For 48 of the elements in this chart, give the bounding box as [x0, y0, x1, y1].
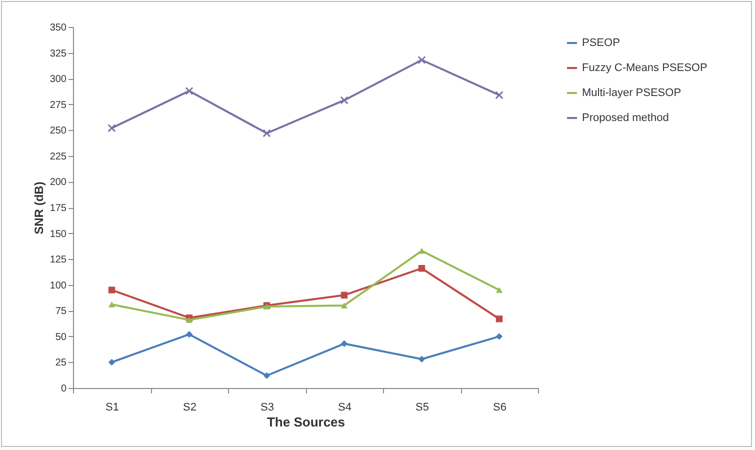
point: [496, 333, 503, 340]
x-tick-label: S2: [183, 402, 196, 414]
x-tick-label: S1: [106, 402, 119, 414]
y-tick-label: 175: [50, 203, 67, 214]
point: [340, 292, 348, 299]
y-tick-label: 275: [50, 100, 67, 111]
y-tick-label: 350: [50, 22, 67, 34]
y-tick-label: 100: [50, 280, 67, 292]
x-tick-label: S4: [338, 402, 352, 414]
y-tick-label: 50: [55, 332, 67, 343]
y-tick-label: 150: [50, 228, 67, 240]
y-tick-label: 200: [50, 177, 67, 188]
point: [108, 124, 116, 132]
y-tick-label: 25: [55, 358, 67, 369]
x-tick-label: S3: [260, 402, 274, 414]
point: [263, 372, 270, 379]
y-tick-label: 0: [60, 384, 67, 394]
legend-label: Fuzzy C-Means PSESOP: [582, 62, 708, 74]
point: [495, 90, 504, 100]
y-tick-label: 250: [50, 126, 67, 137]
point: [496, 287, 503, 293]
point: [418, 265, 426, 272]
point: [186, 331, 193, 338]
point: [340, 302, 348, 308]
point: [418, 356, 426, 362]
y-tick-label: 75: [55, 306, 67, 318]
point: [108, 358, 116, 366]
point: [340, 96, 348, 104]
point: [185, 86, 194, 96]
point: [418, 248, 426, 254]
y-axis-title: SNR (dB): [32, 182, 46, 234]
y-tick-label: 125: [50, 254, 67, 266]
legend-label: PSEOP: [582, 37, 620, 49]
y-tick-label: 325: [50, 48, 67, 60]
x-tick-label: S6: [493, 402, 506, 414]
x-axis-title: The Sources: [266, 414, 346, 430]
point: [108, 286, 116, 294]
legend-label: Multi-layer PSESOP: [582, 87, 682, 99]
x-tick-label: S5: [416, 402, 429, 414]
point: [496, 316, 503, 322]
y-tick-label: 225: [50, 151, 67, 162]
point: [418, 56, 426, 64]
legend-label: Proposed method: [582, 112, 669, 124]
y-tick-label: 300: [50, 74, 67, 86]
point: [262, 129, 271, 138]
point: [108, 302, 116, 308]
point: [340, 340, 348, 348]
point: [186, 317, 193, 323]
